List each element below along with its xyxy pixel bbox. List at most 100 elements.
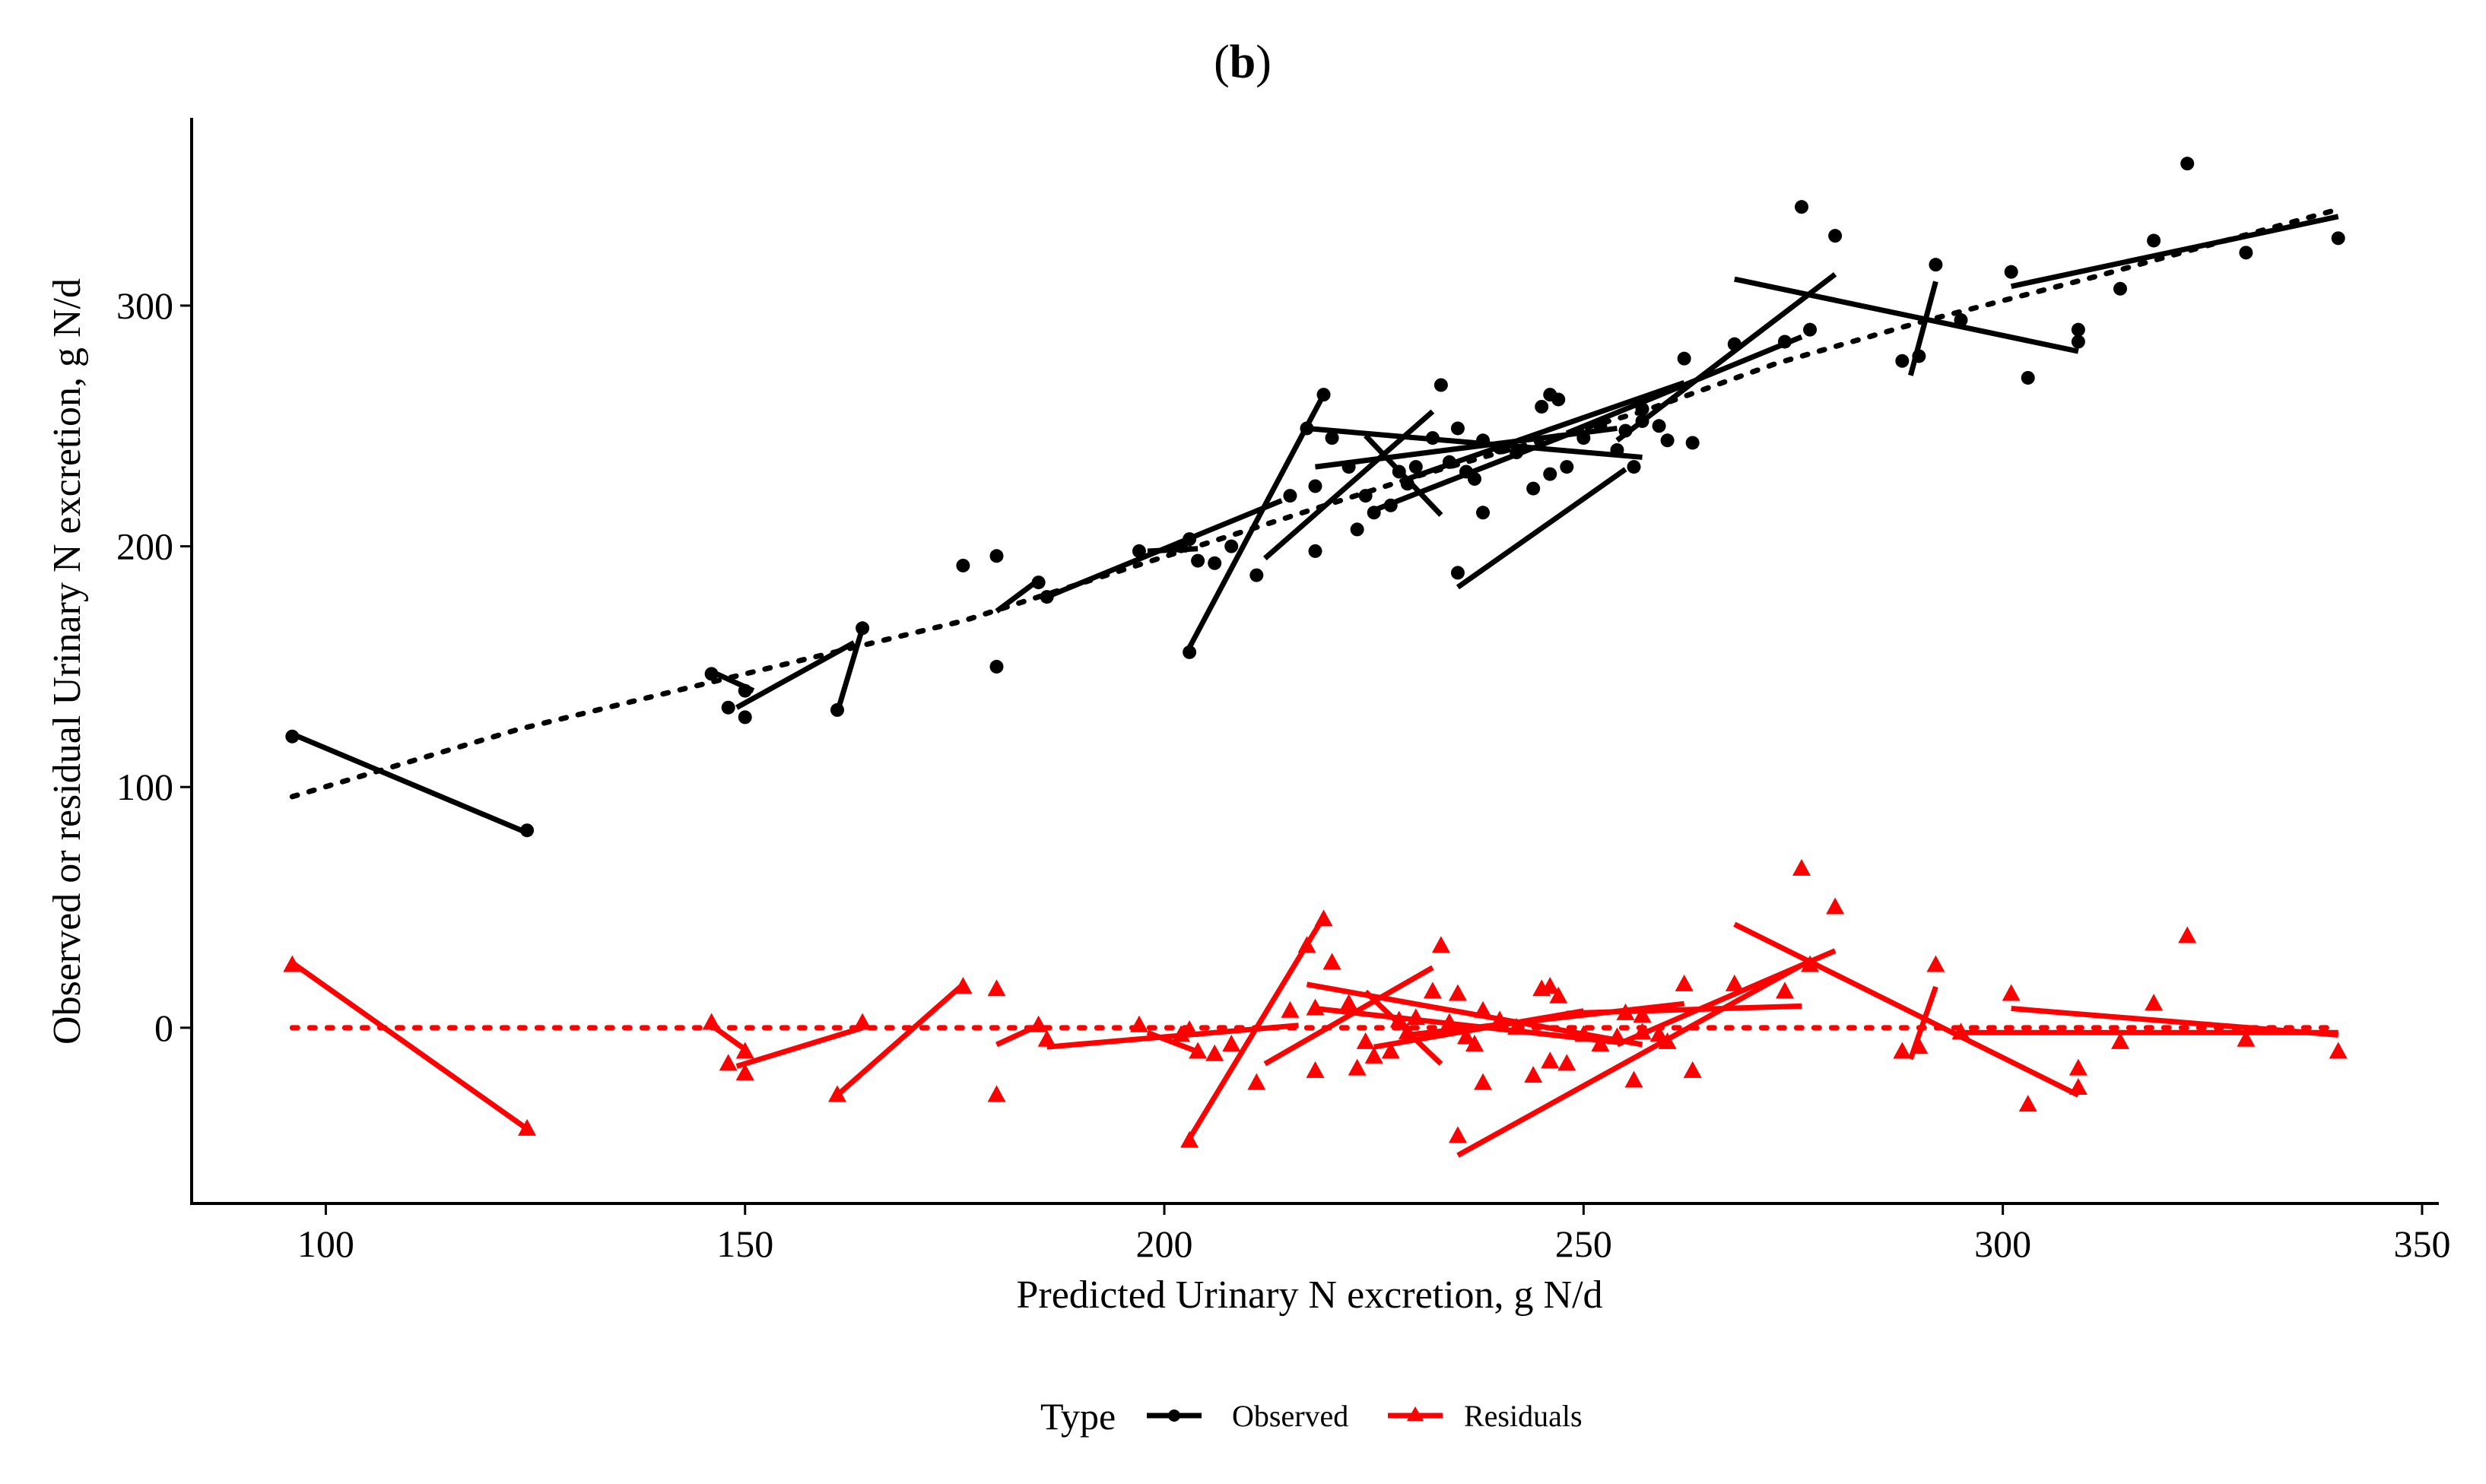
residuals-study-line xyxy=(1364,989,1443,1066)
residuals-point xyxy=(1658,1032,1677,1049)
observed-point xyxy=(1433,378,1448,392)
residuals-point xyxy=(702,1013,721,1030)
observed-point xyxy=(1635,414,1649,428)
observed-point xyxy=(1560,460,1574,474)
observed-study-line xyxy=(1306,425,1643,460)
x-axis-label: Predicted Urinary N excretion, g N/d xyxy=(1016,1273,1602,1317)
residuals-point xyxy=(2178,926,2197,943)
observed-point xyxy=(1677,351,1691,366)
observed-point xyxy=(1392,465,1406,479)
residuals-point xyxy=(2329,1042,2348,1059)
observed-point xyxy=(1400,477,1414,491)
x-tick-label: 250 xyxy=(1555,1222,1612,1265)
x-tick-label: 200 xyxy=(1136,1222,1193,1265)
residuals-point xyxy=(1364,1046,1383,1064)
residuals-point xyxy=(1893,1042,1912,1059)
residuals-point xyxy=(1247,1073,1266,1090)
observed-point xyxy=(1912,349,1926,363)
x-tick-label: 100 xyxy=(297,1222,354,1265)
residuals-point xyxy=(1792,858,1811,876)
observed-point xyxy=(1493,440,1507,455)
observed-point xyxy=(1526,481,1541,496)
residuals-point xyxy=(1448,984,1467,1001)
observed-point xyxy=(1476,433,1491,448)
residuals-point xyxy=(2002,984,2021,1001)
observed-point xyxy=(1408,460,1423,474)
legend-key-observed-marker xyxy=(1168,1409,1180,1422)
legend-item-observed: Observed xyxy=(1147,1399,1348,1433)
observed-point xyxy=(738,710,752,725)
residuals-study-line xyxy=(291,960,529,1131)
observed-point xyxy=(1183,645,1197,659)
residuals-study-line xyxy=(1146,1029,1199,1054)
residuals-point xyxy=(828,1085,847,1102)
residuals-point xyxy=(735,1064,754,1081)
legend-title: Type xyxy=(1040,1395,1116,1438)
residuals-study-line xyxy=(735,1025,864,1069)
residuals-point xyxy=(1029,1015,1048,1032)
residuals-point xyxy=(1306,1061,1325,1078)
residuals-point xyxy=(1633,1006,1652,1023)
residuals-point xyxy=(1683,1061,1702,1078)
residuals-study-line xyxy=(1456,962,1803,1158)
residuals-point xyxy=(1507,1017,1526,1035)
observed-point xyxy=(1358,489,1373,503)
residuals-point xyxy=(954,977,973,994)
residuals-point xyxy=(1649,1025,1668,1042)
observed-study-line xyxy=(291,731,529,836)
observed-point xyxy=(1610,442,1624,457)
residuals-point xyxy=(1675,974,1694,991)
residuals-point xyxy=(1205,1044,1224,1061)
residuals-point xyxy=(735,1042,754,1059)
residuals-point xyxy=(1549,986,1568,1004)
residuals-point xyxy=(1180,1020,1199,1038)
residuals-point xyxy=(1037,1029,1056,1047)
observed-study-line xyxy=(1456,467,1627,590)
residuals-point xyxy=(1474,1000,1493,1018)
observed-point xyxy=(1341,460,1356,474)
observed-point xyxy=(1618,423,1633,438)
observed-point xyxy=(1535,399,1549,414)
residuals-study-line xyxy=(835,982,965,1098)
observed-study-line xyxy=(834,627,865,714)
observed-point xyxy=(1795,200,1809,214)
residuals-point xyxy=(1348,1058,1367,1076)
residuals-point xyxy=(1826,897,1845,915)
observed-point xyxy=(2239,246,2253,260)
observed-regression-line xyxy=(289,206,2342,800)
residuals-point xyxy=(518,1118,537,1136)
observed-study-line xyxy=(995,578,1040,614)
residuals-point xyxy=(1339,994,1358,1011)
residuals-study-line xyxy=(1616,948,1837,1048)
observed-point xyxy=(1208,556,1222,570)
residuals-point xyxy=(1440,1013,1459,1030)
observed-point xyxy=(1593,419,1608,433)
residuals-study-line xyxy=(1263,965,1434,1067)
observed-point xyxy=(2071,335,2085,349)
observed-study-line xyxy=(1565,334,1803,436)
residuals-study-line xyxy=(2011,1006,2338,1038)
observed-point xyxy=(1283,489,1297,503)
series-observed xyxy=(285,157,2345,838)
observed-point xyxy=(1627,460,1641,474)
observed-study-line xyxy=(1147,546,1199,554)
observed-point xyxy=(2004,265,2018,279)
residuals-point xyxy=(1406,1008,1425,1026)
plot-area xyxy=(283,157,2348,1158)
observed-study-line xyxy=(1615,272,1837,443)
observed-point xyxy=(1316,388,1331,402)
observed-point xyxy=(1132,544,1146,558)
observed-point xyxy=(2071,322,2085,337)
residuals-point xyxy=(2068,1078,2088,1096)
y-tick-label: 0 xyxy=(154,1007,173,1049)
residuals-point xyxy=(283,955,302,972)
observed-point xyxy=(1325,431,1339,446)
residuals-point xyxy=(1541,977,1560,994)
residuals-point xyxy=(2018,1095,2037,1112)
legend-label-observed: Observed xyxy=(1232,1399,1348,1433)
residuals-point xyxy=(2068,1058,2088,1076)
observed-point xyxy=(1191,553,1205,568)
residuals-point xyxy=(1524,1066,1543,1083)
residuals-study-line xyxy=(1315,1006,1618,1045)
